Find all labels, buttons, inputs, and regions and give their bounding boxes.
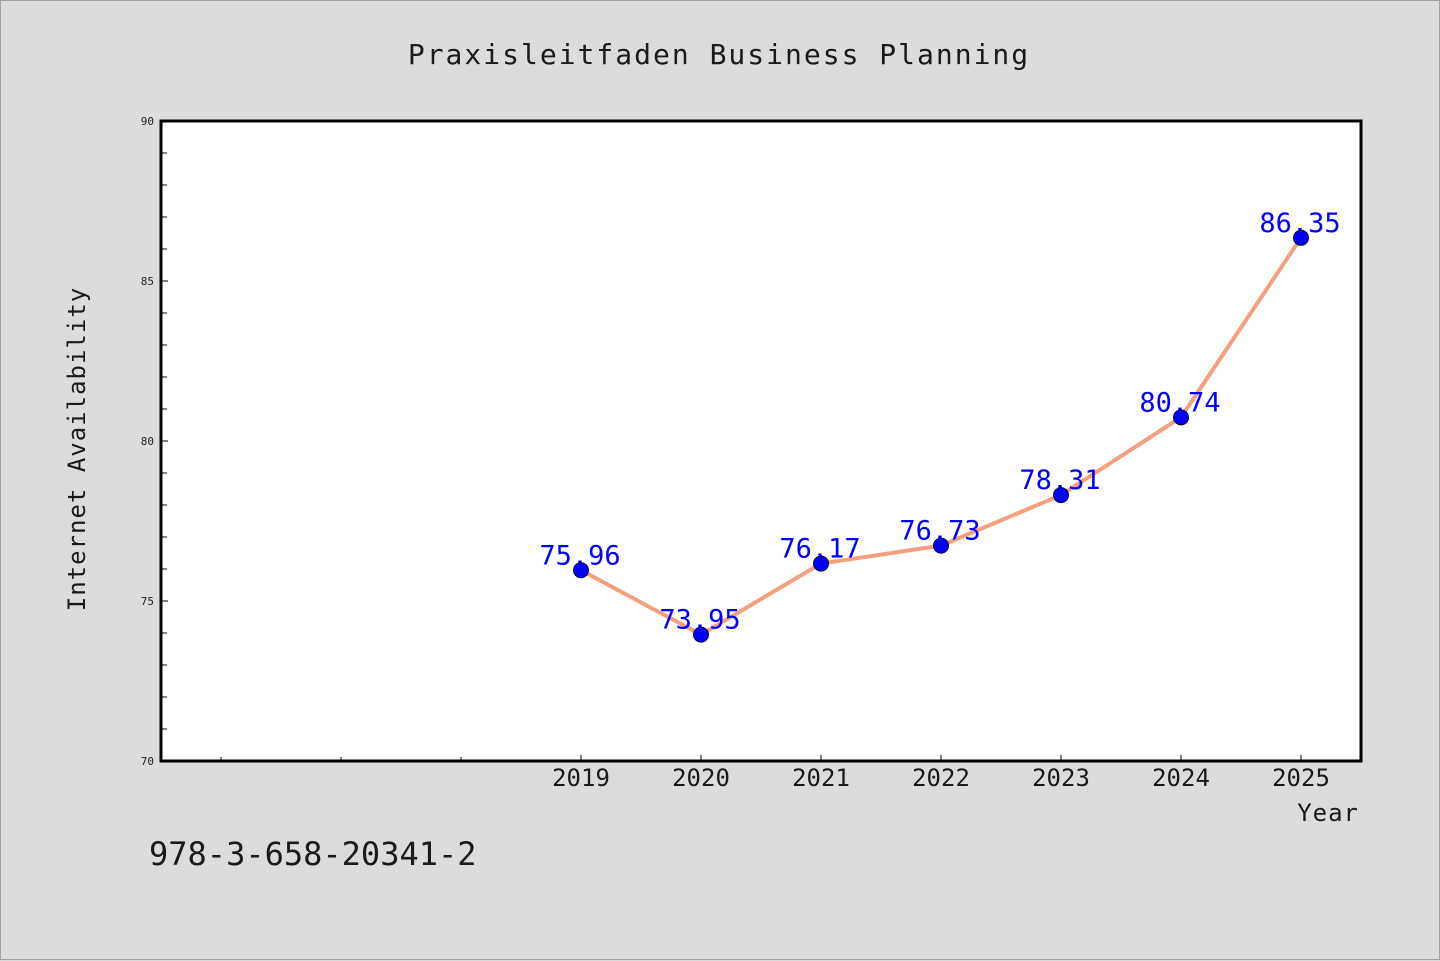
- x-axis-label: Year: [1297, 799, 1359, 827]
- plot-area: [159, 119, 1363, 763]
- x-tick-label: 2025: [1272, 764, 1330, 792]
- data-point: [573, 562, 589, 579]
- data-point: [813, 555, 829, 572]
- y-axis-label: Internet Availability: [63, 287, 91, 611]
- data-point: [1293, 229, 1309, 246]
- x-tick-label: 2021: [792, 764, 850, 792]
- y-tick-label: 85: [141, 275, 154, 288]
- y-tick-label: 90: [141, 115, 154, 128]
- data-point: [1053, 487, 1069, 504]
- x-axis: 2019 2020 2021 2022 2023 2024 2025: [220, 755, 1330, 792]
- x-tick-label: 2024: [1152, 764, 1210, 792]
- data-point: [933, 537, 949, 554]
- data-point: [1173, 409, 1189, 426]
- x-tick-label: 2023: [1032, 764, 1090, 792]
- chart-title: Praxisleitfaden Business Planning: [408, 38, 1030, 71]
- y-tick-label: 75: [141, 595, 154, 608]
- y-tick-label: 80: [141, 435, 154, 448]
- x-tick-label: 2020: [672, 764, 730, 792]
- x-tick-label: 2022: [912, 764, 970, 792]
- y-axis: 70 75 80 85 90: [141, 115, 168, 768]
- footer-isbn: 978-3-658-20341-2: [149, 835, 477, 873]
- x-tick-label: 2019: [552, 764, 610, 792]
- data-point: [693, 626, 709, 643]
- y-tick-label: 70: [141, 755, 154, 768]
